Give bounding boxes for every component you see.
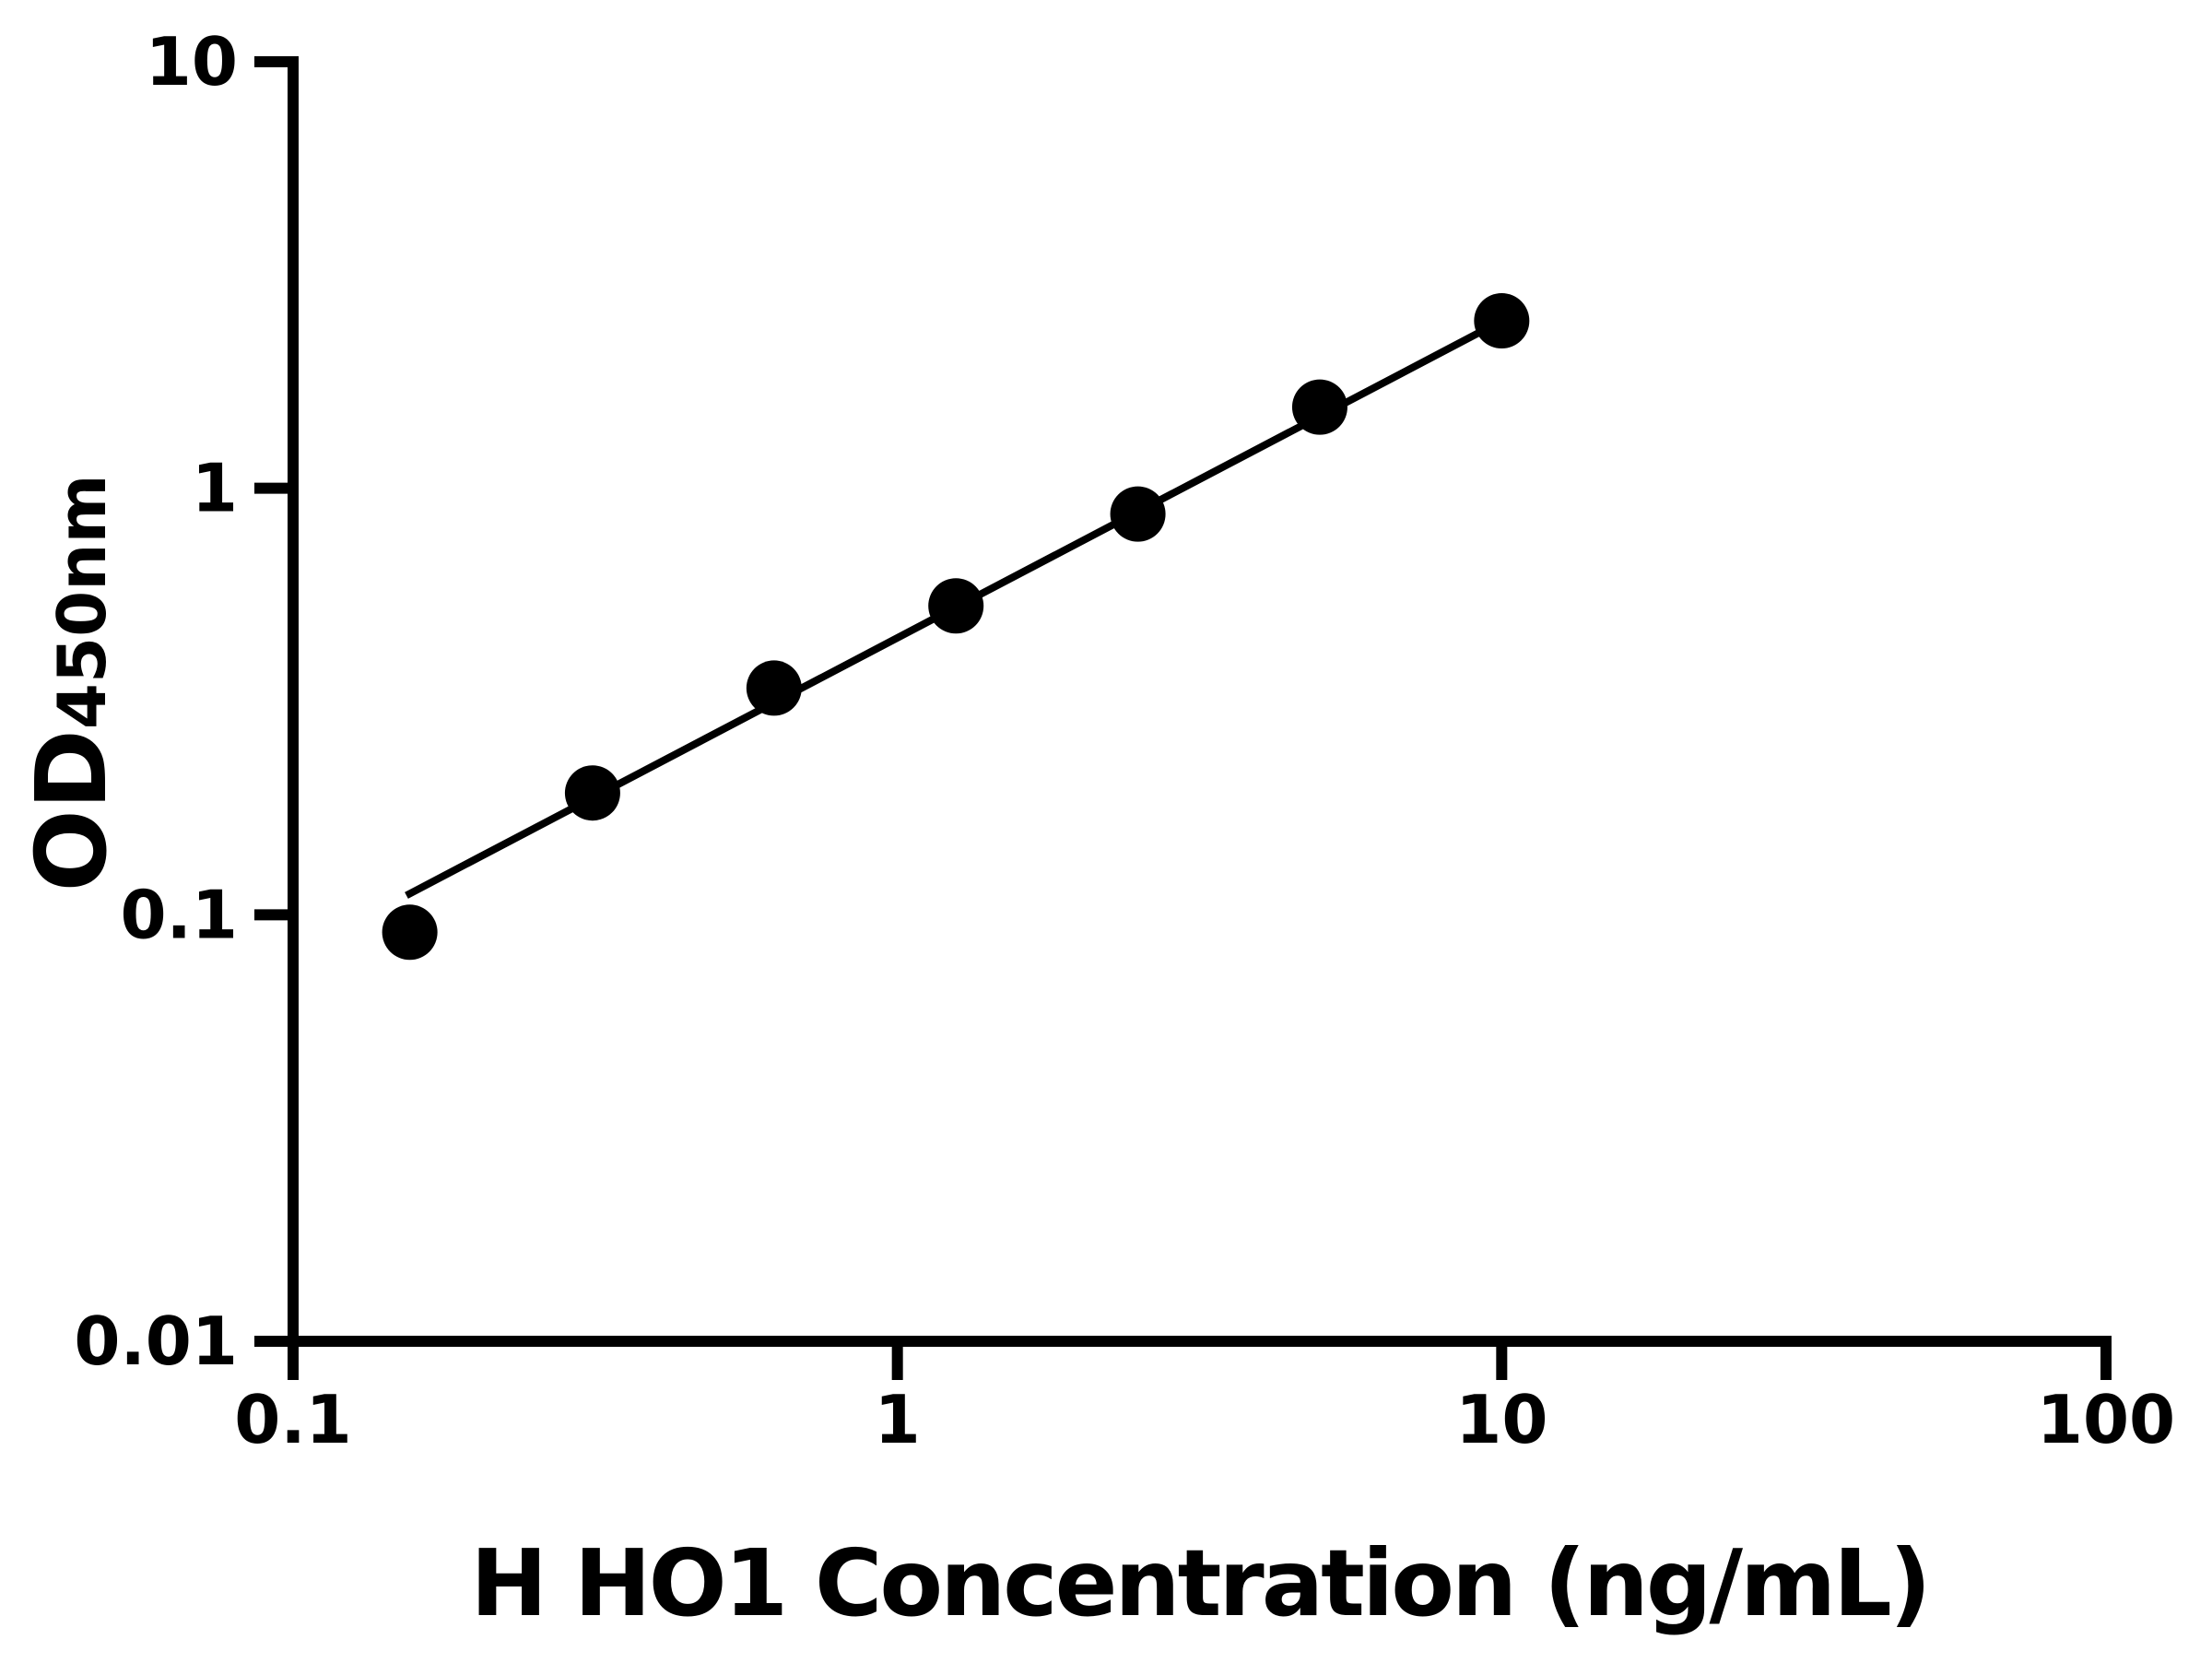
y-axis-title-sub: 450nm (43, 475, 121, 730)
x-tick-label: 1 (875, 1381, 921, 1458)
data-point (1474, 292, 1530, 348)
y-axis-title-main: OD (16, 729, 128, 891)
x-axis-title: H HO1 Concentration (ng/mL) (470, 1529, 1928, 1637)
data-point (1110, 486, 1166, 542)
y-axis-title: OD450nm (16, 475, 128, 892)
data-point (746, 660, 802, 716)
data-point (564, 765, 620, 821)
x-tick-label: 0.1 (234, 1381, 352, 1458)
x-tick-label: 10 (1455, 1381, 1547, 1458)
y-tick-label: 10 (146, 23, 238, 100)
y-tick-label: 1 (192, 450, 238, 527)
data-point (928, 578, 984, 634)
y-axis-ticks (254, 56, 293, 1347)
y-axis-tick-labels: 10 1 0.1 0.01 (74, 23, 238, 1380)
data-point (1291, 379, 1347, 435)
data-point (382, 904, 438, 961)
x-axis-tick-labels: 0.1 1 10 100 (234, 1381, 2175, 1458)
x-axis-ticks (288, 1341, 2112, 1380)
axis-frame (288, 56, 2112, 1347)
data-points (382, 292, 1530, 961)
y-tick-label: 0.1 (120, 876, 238, 953)
y-tick-label: 0.01 (74, 1303, 238, 1380)
x-tick-label: 100 (2037, 1381, 2175, 1458)
